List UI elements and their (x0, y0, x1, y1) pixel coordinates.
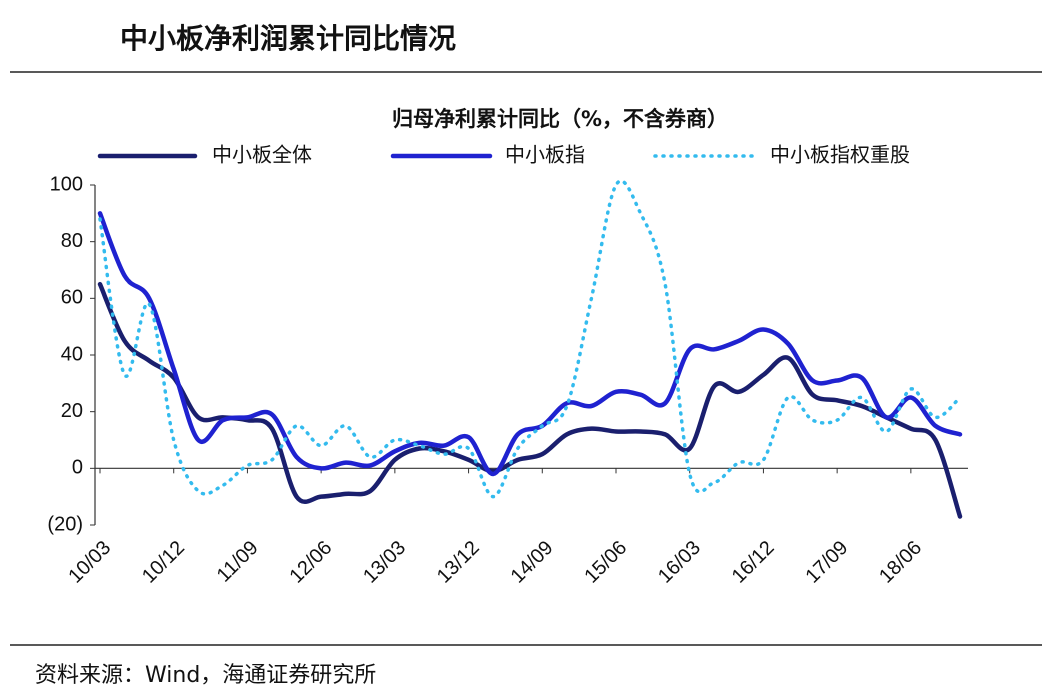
x-tick-label: 10/12 (138, 537, 189, 588)
y-tick-label: 80 (61, 230, 83, 252)
x-tick-label: 11/09 (213, 537, 263, 587)
x-tick-label: 12/06 (285, 537, 336, 588)
x-tick-label: 13/03 (359, 537, 410, 588)
source: 资料来源：Wind，海通证券研究所 (35, 663, 376, 688)
x-tick-label: 18/06 (875, 537, 926, 588)
y-tick-label: 100 (50, 173, 83, 195)
y-tick-label: 20 (61, 400, 83, 422)
y-tick-label: 0 (72, 457, 83, 479)
x-tick-label: 15/06 (580, 537, 631, 588)
y-tick-label: 60 (61, 287, 83, 309)
x-tick-label: 16/12 (728, 537, 779, 588)
x-tick-label: 13/12 (433, 537, 484, 588)
legend-label: 中小板指权重股 (770, 143, 910, 167)
series-line (97, 211, 963, 477)
page-title: 中小板净利润累计同比情况 (120, 22, 456, 55)
legend-label: 中小板指 (505, 143, 585, 167)
chart-title: 归母净利累计同比（%，不含券商） (392, 107, 728, 131)
x-tick-label: 17/09 (801, 537, 852, 588)
y-tick-label: (20) (47, 513, 83, 535)
series-line (97, 281, 963, 519)
series-line (98, 179, 962, 499)
x-tick-label: 10/03 (64, 537, 115, 588)
x-tick-label: 16/03 (654, 537, 705, 588)
x-tick-label: 14/09 (507, 537, 558, 588)
y-tick-label: 40 (61, 343, 83, 365)
legend-label: 中小板全体 (212, 143, 312, 167)
